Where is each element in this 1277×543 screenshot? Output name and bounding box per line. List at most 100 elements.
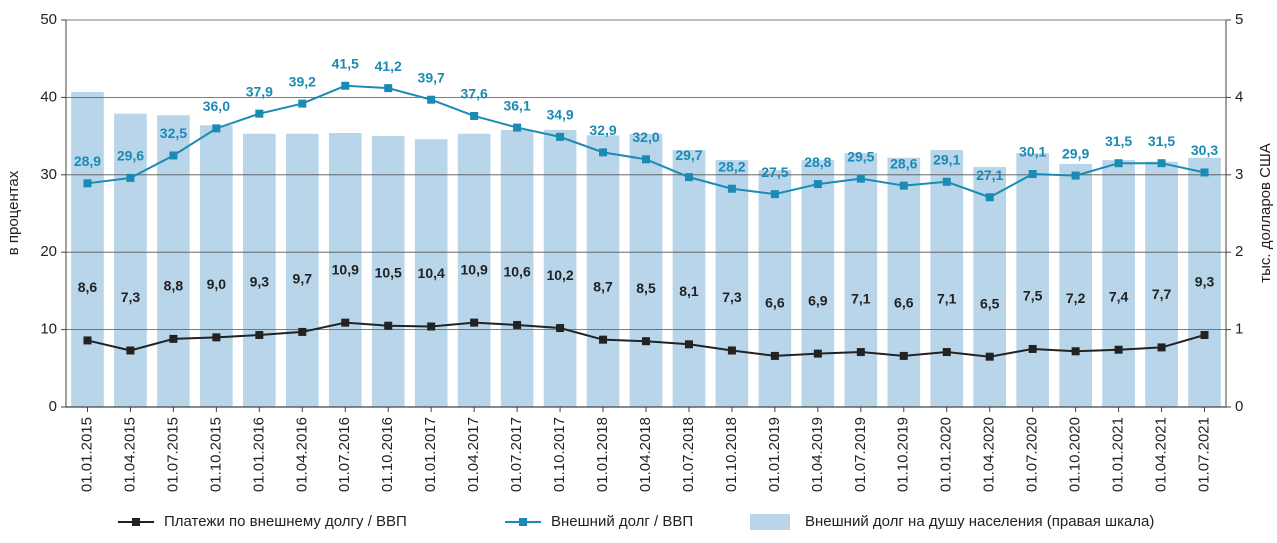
bar [71, 91, 104, 408]
point [899, 351, 908, 360]
value-label: 34,9 [546, 107, 573, 123]
value-label: 7,1 [851, 291, 871, 307]
value-label: 8,7 [593, 278, 613, 294]
point [1200, 168, 1209, 177]
y-tick-label: 10 [40, 321, 57, 338]
y2-tick-label: 0 [1235, 398, 1243, 415]
bar [758, 170, 792, 407]
point [1157, 159, 1166, 168]
value-label: 7,1 [937, 291, 957, 307]
value-label: 31,5 [1148, 133, 1175, 149]
bar [1016, 153, 1049, 407]
value-label: 32,5 [160, 125, 187, 141]
point [599, 335, 608, 344]
value-label: 39,2 [289, 73, 316, 89]
point [341, 81, 350, 90]
bar [844, 153, 878, 407]
y2-tick-label: 1 [1235, 321, 1243, 338]
bar [629, 133, 663, 407]
x-tick-label: 01.04.2015 [121, 417, 138, 492]
value-label: 28,2 [718, 158, 745, 174]
y-axis-label: в процентах [5, 170, 22, 255]
point [642, 155, 650, 164]
value-label: 6,6 [894, 295, 914, 311]
bar [543, 129, 577, 407]
point [642, 337, 650, 346]
bar [1188, 157, 1221, 407]
bar [1102, 160, 1135, 407]
point [556, 324, 565, 333]
x-tick-label: 01.10.2016 [379, 417, 396, 492]
point [813, 180, 822, 189]
point [1114, 159, 1123, 168]
point [255, 331, 264, 340]
legend-swatch [750, 514, 790, 530]
x-tick-label: 01.07.2015 [164, 417, 181, 492]
x-tick-label: 01.01.2016 [250, 417, 267, 492]
y2-axis-label: тыс. долларов США [1257, 143, 1274, 283]
y-tick-label: 30 [40, 166, 57, 183]
value-label: 27,1 [976, 167, 1003, 183]
value-label: 10,4 [418, 265, 445, 281]
x-tick-label: 01.07.2016 [336, 417, 353, 492]
value-label: 9,7 [293, 271, 313, 287]
point [985, 352, 994, 361]
x-tick-label: 01.07.2019 [852, 417, 869, 492]
value-label: 29,7 [675, 147, 702, 163]
x-tick-label: 01.07.2020 [1024, 417, 1041, 492]
x-tick-label: 01.04.2020 [981, 417, 998, 492]
point [856, 174, 865, 183]
point [384, 321, 393, 330]
x-tick-label: 01.07.2017 [508, 417, 525, 492]
bar [500, 129, 534, 407]
x-tick-label: 01.01.2020 [938, 417, 955, 492]
x-tick-label: 01.04.2016 [293, 417, 310, 492]
point [599, 148, 608, 157]
bar [1059, 163, 1092, 407]
bar [328, 133, 362, 407]
value-label: 41,5 [332, 55, 359, 71]
y2-tick-label: 2 [1235, 243, 1243, 260]
value-label: 7,3 [722, 289, 742, 305]
value-label: 27,5 [761, 164, 788, 180]
point [1028, 170, 1037, 179]
bar [1145, 161, 1178, 407]
bar [200, 125, 233, 407]
bar [672, 150, 706, 408]
value-label: 29,9 [1062, 145, 1089, 161]
value-label: 8,8 [164, 278, 184, 294]
value-label: 10,9 [332, 261, 359, 277]
point [770, 351, 779, 360]
value-label: 8,1 [679, 283, 699, 299]
point [427, 322, 436, 331]
point [727, 346, 736, 355]
x-tick-label: 01.04.2021 [1153, 417, 1170, 492]
value-label: 7,7 [1152, 286, 1172, 302]
value-label: 10,2 [546, 267, 573, 283]
point [126, 346, 135, 355]
y-tick-label: 0 [49, 398, 57, 415]
legend-label: Внешний долг / ВВП [551, 513, 693, 530]
x-tick-label: 01.01.2015 [78, 417, 95, 492]
value-label: 6,6 [765, 295, 785, 311]
bar [414, 139, 448, 408]
y2-tick-label: 4 [1235, 88, 1243, 105]
y-tick-label: 40 [40, 88, 57, 105]
point [470, 111, 479, 120]
x-tick-label: 01.04.2017 [465, 417, 482, 492]
value-label: 10,6 [503, 264, 530, 280]
x-tick-label: 01.10.2018 [723, 417, 740, 492]
y2-tick-label: 3 [1235, 166, 1243, 183]
value-label: 8,6 [78, 279, 98, 295]
value-label: 29,5 [847, 148, 874, 164]
x-tick-label: 01.01.2019 [766, 417, 783, 492]
x-tick-label: 01.10.2015 [207, 417, 224, 492]
bar [114, 113, 147, 408]
value-label: 7,5 [1023, 288, 1043, 304]
value-label: 7,3 [121, 289, 141, 305]
value-label: 6,9 [808, 292, 828, 308]
point [470, 318, 479, 327]
bar [586, 135, 620, 408]
point [1200, 331, 1209, 340]
x-tick-label: 01.10.2017 [551, 417, 568, 492]
